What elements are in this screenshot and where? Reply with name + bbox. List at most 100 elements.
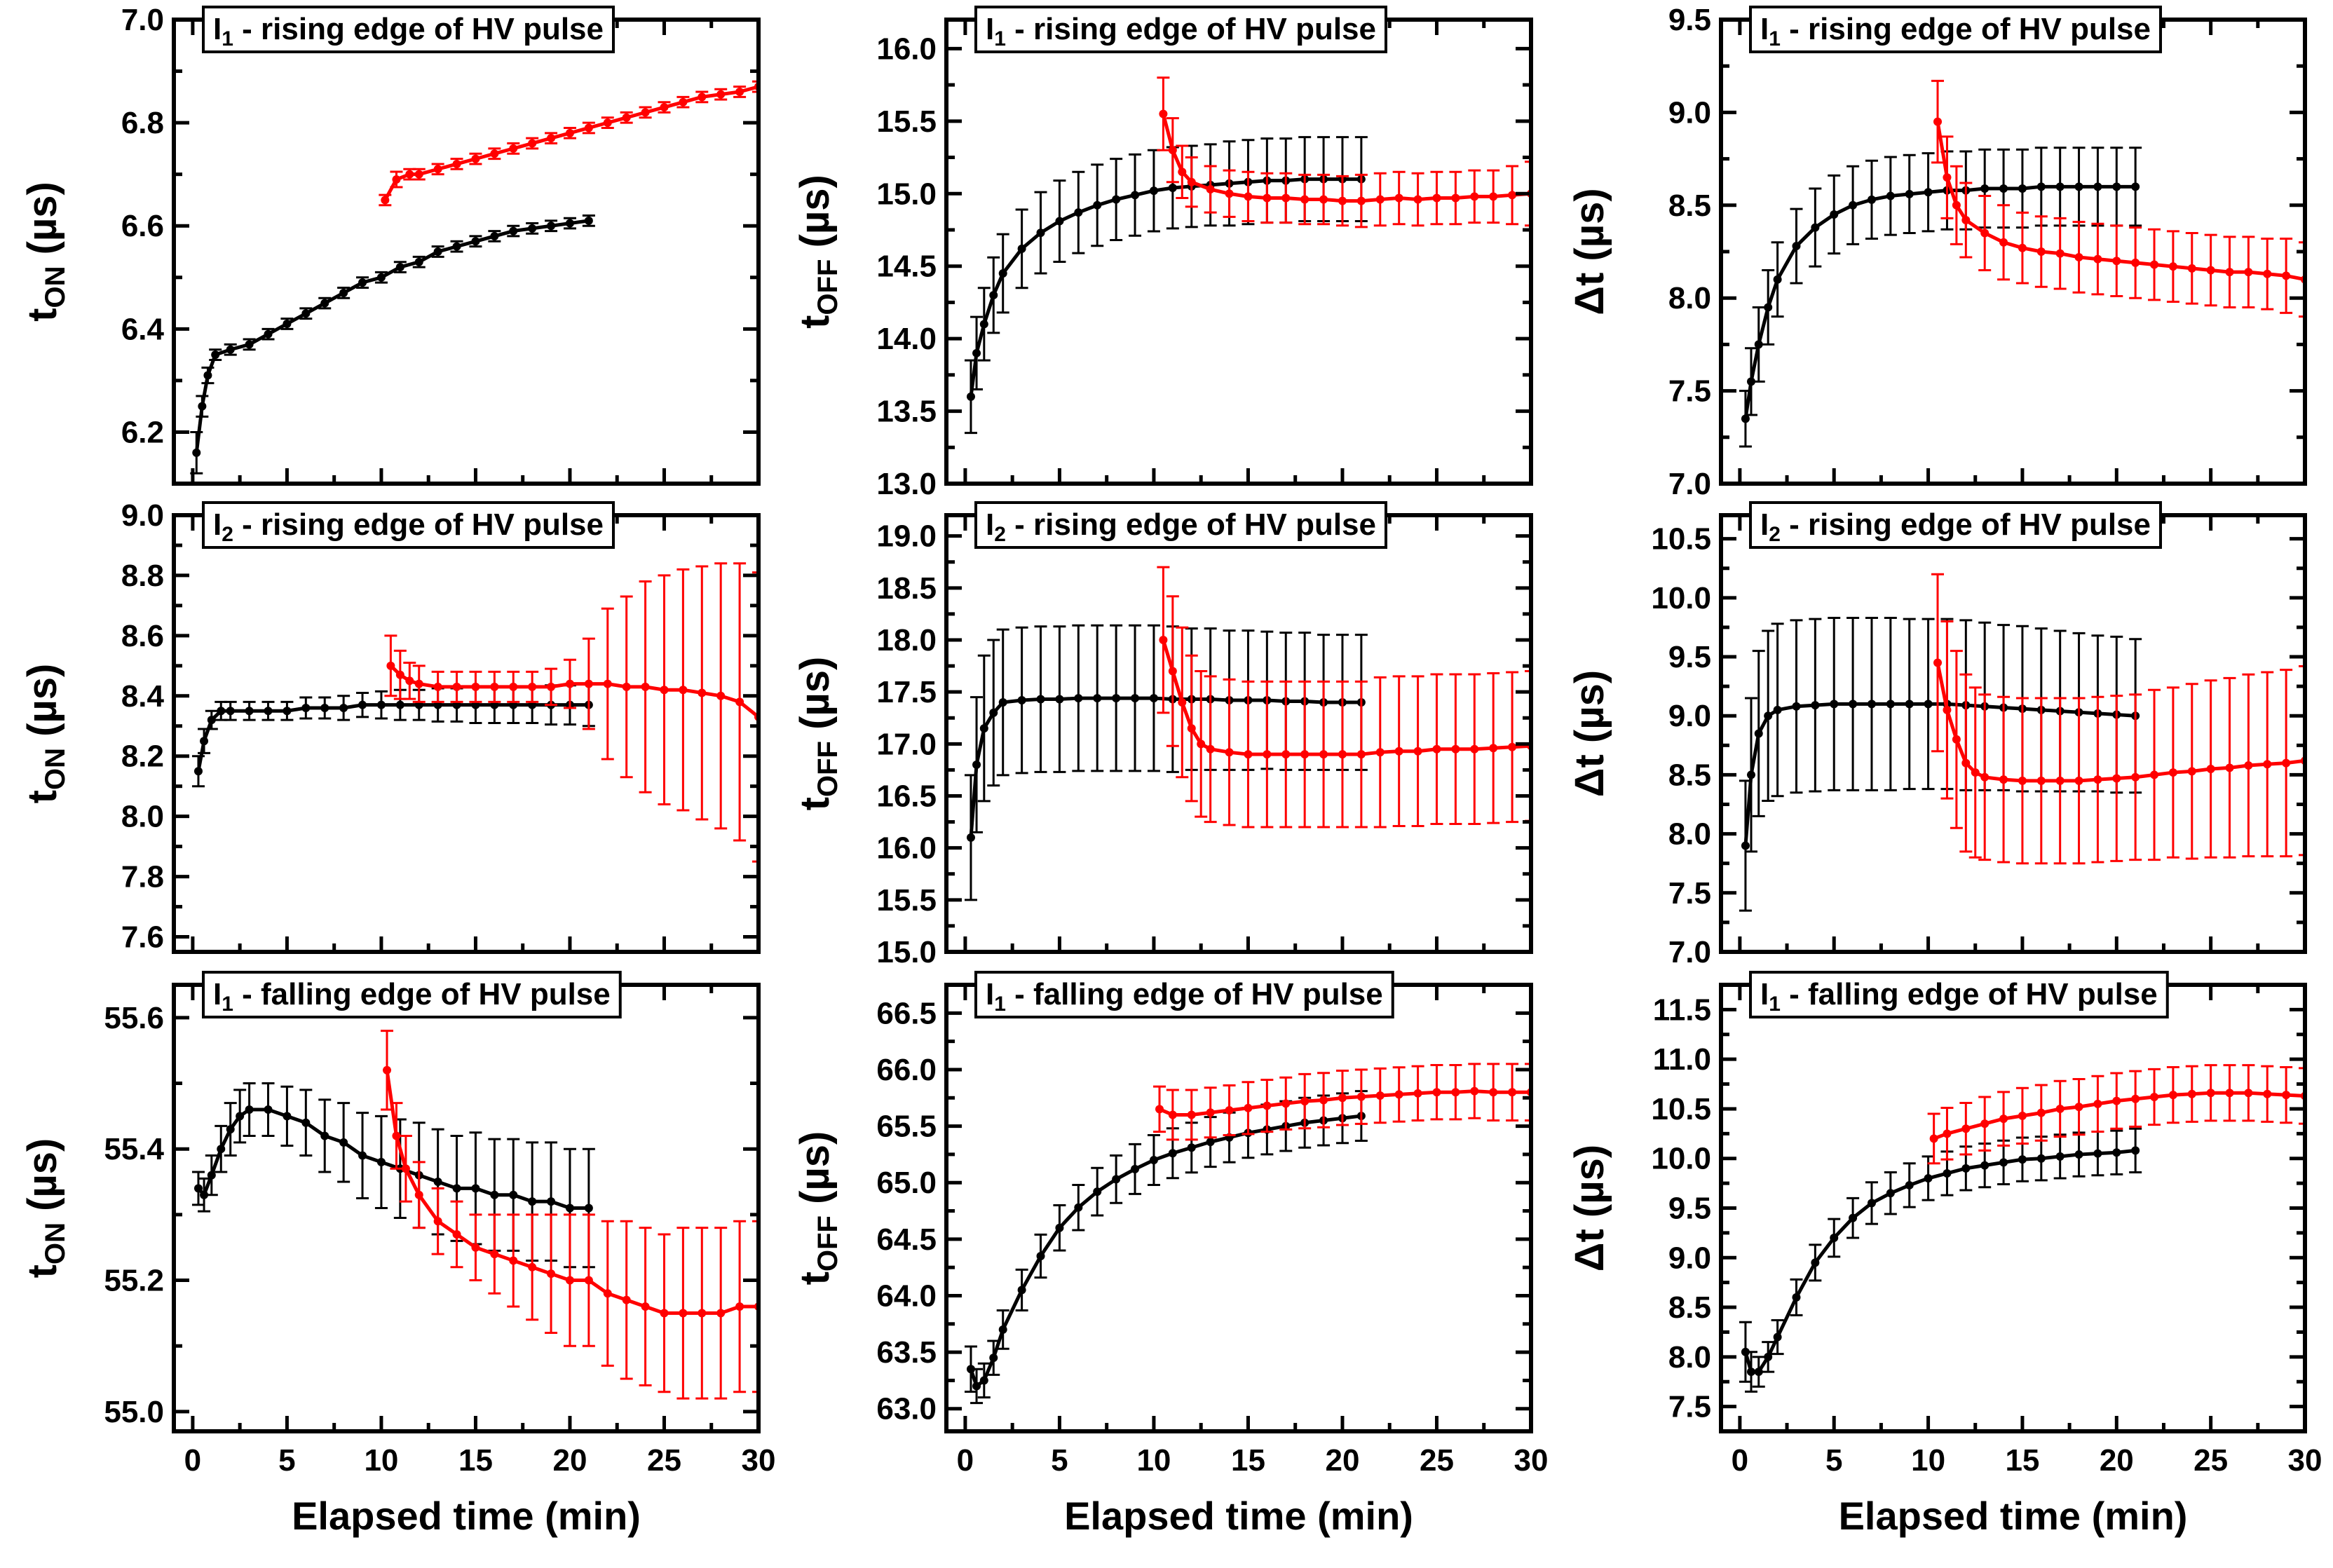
- data-point: [735, 1302, 744, 1311]
- data-point: [528, 139, 537, 148]
- title-box: [974, 6, 1387, 53]
- data-point: [376, 1157, 386, 1166]
- data-point: [1943, 1129, 1952, 1138]
- data-point: [565, 679, 574, 688]
- plot-area: [191, 562, 759, 863]
- data-point: [1849, 1213, 1858, 1222]
- data-point: [1451, 193, 1460, 203]
- data-point: [1225, 189, 1234, 198]
- data-point: [584, 123, 593, 132]
- data-point: [1281, 750, 1291, 759]
- data-point: [2206, 765, 2215, 774]
- data-point: [490, 682, 499, 691]
- data-point: [198, 402, 207, 411]
- x-tick-label: 25: [1420, 1443, 1454, 1478]
- data-point: [1055, 695, 1064, 704]
- data-point: [339, 288, 348, 297]
- plot-frame: [1719, 18, 2307, 486]
- data-point: [547, 1269, 556, 1279]
- data-point: [1375, 748, 1385, 757]
- y-tick-label: 18.5: [876, 571, 937, 606]
- x-tick-label: 5: [278, 1443, 295, 1478]
- data-point: [1905, 1180, 1914, 1189]
- data-point: [1754, 1368, 1763, 1377]
- data-point: [1093, 694, 1102, 703]
- data-point: [1811, 1258, 1820, 1267]
- data-point: [339, 703, 348, 712]
- data-point: [200, 1190, 209, 1199]
- y-tick-label: 10.0: [1651, 1142, 1711, 1176]
- title-box: [1749, 501, 2162, 549]
- y-tick-label: 16.5: [876, 779, 937, 814]
- panel-title: I2 - rising edge of HV pulse: [974, 501, 1387, 549]
- series-line: [194, 219, 590, 454]
- y-tick-label: 15.0: [876, 935, 937, 969]
- data-point: [2150, 260, 2159, 269]
- x-tick-label: 10: [1911, 1443, 1945, 1478]
- y-tick-label: 7.5: [1668, 876, 1711, 911]
- data-point: [1017, 696, 1026, 705]
- data-point: [547, 1197, 556, 1206]
- data-point: [528, 224, 537, 233]
- data-point: [1375, 1091, 1385, 1100]
- data-point: [1036, 695, 1045, 704]
- data-point: [1741, 414, 1750, 423]
- data-point: [2112, 1148, 2121, 1157]
- data-point: [200, 737, 209, 746]
- data-point: [1830, 1233, 1839, 1242]
- data-point: [2168, 262, 2177, 271]
- x-tick-label: 30: [742, 1443, 776, 1478]
- data-point: [1394, 746, 1403, 756]
- data-point: [2282, 758, 2291, 768]
- x-tick-label: 15: [2005, 1443, 2039, 1478]
- data-point: [471, 154, 480, 163]
- y-tick-label: 15.5: [876, 883, 937, 918]
- data-point: [245, 1105, 254, 1114]
- data-point: [1943, 173, 1952, 182]
- series-black: [1739, 146, 2142, 448]
- data-point: [1849, 200, 1858, 210]
- data-point: [1508, 1088, 1517, 1097]
- chart-panel-5: 15.0 15.5 16.0 16.5 17.0 17.5 18.0 18.5 19.0 tOFF…: [792, 501, 1533, 969]
- data-point: [622, 113, 631, 122]
- y-tick-label: 63.5: [876, 1335, 937, 1370]
- data-point: [1886, 191, 1895, 200]
- data-point: [1187, 1143, 1196, 1152]
- data-point: [1149, 186, 1158, 196]
- data-point: [1933, 658, 1943, 667]
- panel-title: I2 - rising edge of HV pulse: [202, 501, 615, 549]
- title-text: I1 - rising edge of HV pulse: [986, 12, 1376, 50]
- data-point: [414, 257, 423, 266]
- data-point: [1074, 694, 1083, 703]
- data-point: [1225, 1106, 1234, 1115]
- series-red: [1931, 573, 2305, 865]
- data-point: [1338, 750, 1347, 759]
- x-axis-label: Elapsed time (min): [1064, 1494, 1413, 1538]
- data-point: [358, 700, 367, 709]
- data-point: [2112, 257, 2121, 266]
- y-tick-label: 13.5: [876, 395, 937, 429]
- data-point: [2244, 268, 2253, 277]
- plot-area: [964, 566, 1531, 901]
- data-point: [395, 670, 404, 679]
- y-tick-label: 8.5: [1668, 758, 1711, 792]
- data-point: [1746, 1368, 1755, 1377]
- data-point: [203, 371, 212, 380]
- data-point: [2093, 182, 2102, 191]
- y-tick-label: 64.0: [876, 1279, 937, 1313]
- data-point: [452, 1184, 461, 1193]
- data-point: [1508, 191, 1517, 200]
- data-point: [1263, 193, 1272, 203]
- data-point: [1886, 1189, 1895, 1198]
- data-point: [1338, 1093, 1347, 1103]
- x-tick-label: 0: [1732, 1443, 1748, 1478]
- data-point: [1470, 192, 1479, 201]
- data-point: [1792, 702, 1801, 711]
- y-tick-label: 6.8: [121, 106, 164, 140]
- title-text: I2 - rising edge of HV pulse: [213, 507, 604, 546]
- data-point: [376, 273, 386, 282]
- data-point: [2093, 1149, 2102, 1158]
- data-point: [1999, 1114, 2008, 1124]
- data-point: [584, 1204, 593, 1213]
- series-line: [383, 85, 759, 201]
